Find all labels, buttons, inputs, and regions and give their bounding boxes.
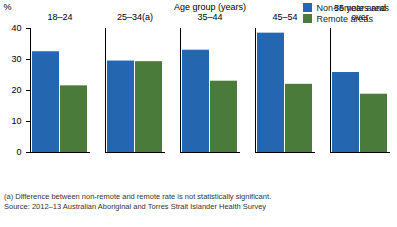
- html-text:55 years and: 55 years and: [334, 2, 386, 13]
- svg-text:20: 20: [11, 85, 21, 95]
- html-text:Remote areas: Remote areas: [316, 13, 373, 24]
- svg-text:18–24: 18–24: [47, 12, 72, 22]
- svg-text:Age group (years): Age group (years): [174, 2, 246, 12]
- svg-text:%: %: [4, 2, 12, 12]
- svg-text:10: 10: [11, 116, 21, 126]
- svg-text:25–34(a): 25–34(a): [117, 12, 153, 22]
- html-text:Source: 2012–13 Australian Abo: Source: 2012–13 Australian Aboriginal an…: [4, 202, 267, 211]
- html-text:(a) Difference between non-rem: (a) Difference between non-remote and re…: [4, 192, 272, 201]
- svg-text:0: 0: [16, 147, 21, 157]
- svg-text:45–54: 45–54: [272, 12, 297, 22]
- svg-text:40: 40: [11, 23, 21, 33]
- svg-text:30: 30: [11, 54, 21, 64]
- html-text:Non-remote areas: Non-remote areas: [316, 2, 389, 13]
- svg-text:35–44: 35–44: [197, 12, 222, 22]
- html-text:over: over: [351, 11, 369, 22]
